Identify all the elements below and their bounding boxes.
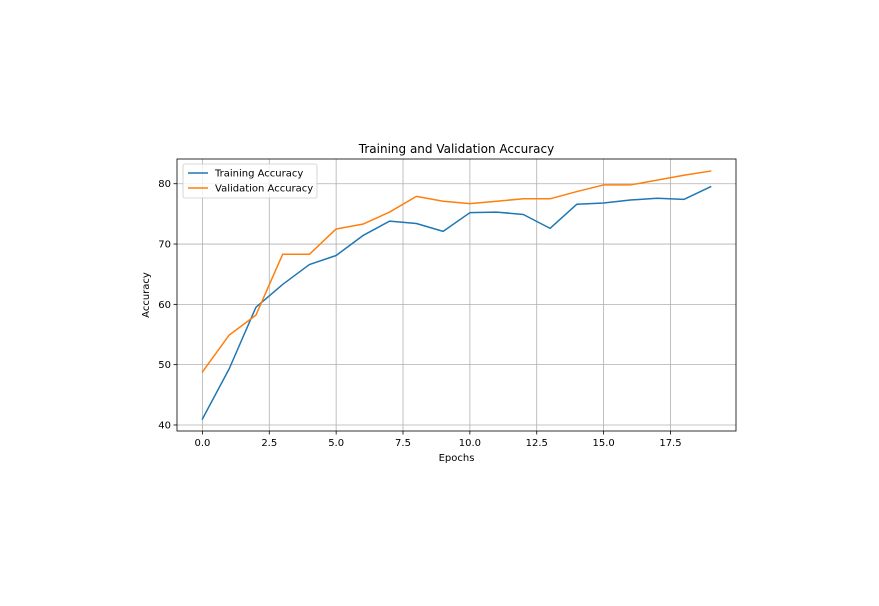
series-lines xyxy=(201,170,712,420)
x-tick-label: 15.0 xyxy=(592,438,614,449)
y-tick-label: 50 xyxy=(158,360,171,371)
y-axis-label: Accuracy xyxy=(141,272,152,318)
legend-label: Training Accuracy xyxy=(214,169,303,180)
x-tick-label: 12.5 xyxy=(526,438,548,449)
x-tick-label: 7.5 xyxy=(395,438,411,449)
x-tick-label: 5.0 xyxy=(328,438,344,449)
legend-label: Validation Accuracy xyxy=(215,184,313,195)
x-axis-label: Epochs xyxy=(439,453,475,464)
y-tick-label: 80 xyxy=(158,179,171,190)
axis-ticks: 0.0 2.5 5.0 7.5 10.0 12.5 15.0 17.5 40 50 60 70 80 xyxy=(158,179,681,449)
y-tick-label: 60 xyxy=(158,300,171,311)
x-tick-label: 10.0 xyxy=(459,438,481,449)
legend: Training Accuracy Validation Accuracy xyxy=(182,163,318,199)
y-tick-label: 40 xyxy=(158,420,171,431)
series-line-1 xyxy=(201,170,712,373)
legend-box xyxy=(182,163,318,199)
series-line-0 xyxy=(201,185,712,420)
chart-title: Training and Validation Accuracy xyxy=(358,142,554,156)
plot-frame xyxy=(176,158,737,432)
x-tick-label: 0.0 xyxy=(194,438,210,449)
grid xyxy=(177,159,736,431)
y-tick-label: 70 xyxy=(158,240,171,251)
x-tick-label: 17.5 xyxy=(659,438,681,449)
x-tick-label: 2.5 xyxy=(261,438,277,449)
